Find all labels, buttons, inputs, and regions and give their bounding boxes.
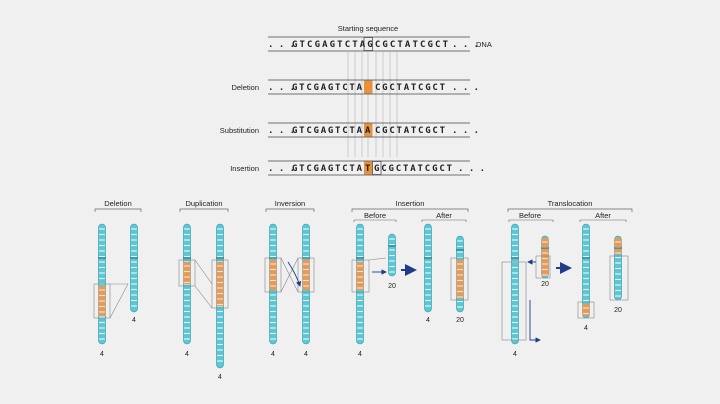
panel-title-duplication: Duplication [185,199,222,208]
insertion-after-label: After [436,211,452,220]
translocation-before-num-20: 20 [541,281,549,288]
chromosome-translocation-before-20 [541,235,549,279]
start-seq: GTCGAGTCTAGCGCTATCGCT [292,40,449,50]
deletion-seq-left: GTCGAGTCTA [292,83,363,93]
insertion-base: T [365,164,371,174]
panel-titles: Deletion Duplication Inversion Insertion… [94,199,633,222]
start-seq-suffix: . . . [452,40,479,50]
chromosome-insertion-before-4 [356,223,364,345]
arrows [287,259,572,343]
row-label-deletion: Deletion [231,83,259,92]
highlighted-segment [614,238,622,254]
chromosome-insertion-before-20 [388,233,396,277]
insertion-prefix: . . . [268,164,295,174]
chromosome-translocation-after-20 [614,235,622,301]
chromosome-insertion-after-20 [456,235,464,313]
deletion-prefix: . . . [268,83,295,93]
sequence-section: Starting sequence . . . GTCGAGTCTAGCGCTA… [220,24,492,176]
chromosome-duplication-left [183,223,191,345]
translocation-arrow-out [529,300,541,343]
insertion-before-num-20: 20 [388,283,396,290]
translocation-after-num-4: 4 [584,325,588,332]
highlighted-segment [356,262,364,290]
chromosome-inversion-left [269,223,277,345]
highlight-box [363,37,373,51]
translocation-before-num-4: 4 [513,351,517,358]
chromosome-translocation-before-4 [511,223,519,345]
duplication-left-num: 4 [185,351,189,358]
insertion-before-label: Before [364,211,386,220]
translocation-after-num-20: 20 [614,307,622,314]
substitution-prefix: . . . [268,126,295,136]
highlighted-segment [183,262,191,284]
insertion-suffix: . . . [458,164,485,174]
substitution-suffix: . . . [452,126,479,136]
translocation-before-label: Before [519,211,541,220]
insertion-seq-left: GTCGAGTCTA [292,164,363,174]
alignment-guides [347,51,398,157]
deletion-right-num: 4 [132,317,136,324]
chromosome-deletion-right [130,223,138,313]
chromosome-duplication-right [216,223,224,369]
row-label-substitution: Substitution [220,126,259,135]
starting-sequence-title: Starting sequence [338,24,398,33]
insertion-seq-right: GCGCTATCGCT [374,164,453,174]
translocation-after-label: After [595,211,611,220]
insertion-before-num-4: 4 [358,351,362,358]
deletion-seq-right: CGCTATCGCT [375,83,446,93]
deletion-left-num: 4 [100,351,104,358]
chromosome-insertion-after-4 [424,223,432,313]
highlighted-segment [582,304,590,316]
dna-label: DNA [476,40,492,49]
chromosome-translocation-after-4 [582,223,590,319]
inversion-left-num: 4 [271,351,275,358]
insertion-after-num-4: 4 [426,317,430,324]
start-seq-prefix: . . . [268,40,295,50]
substitution-seq-right: CGCTATCGCT [375,126,446,136]
substitution-seq-left: GTCGAGTCTA [292,126,363,136]
insertion-after-num-20: 20 [456,317,464,324]
panel-title-deletion: Deletion [104,199,132,208]
highlighted-segment [456,260,464,298]
inversion-arrow [287,261,302,287]
panel-title-translocation: Translocation [548,199,593,208]
duplication-right-num: 4 [218,374,222,381]
highlighted-segment [216,262,224,306]
deletion-gap [364,80,373,94]
deletion-suffix: . . . [452,83,479,93]
row-label-insertion: Insertion [230,164,259,173]
inversion-right-num: 4 [304,351,308,358]
chromosomes [98,223,622,369]
panel-title-inversion: Inversion [275,199,305,208]
chromosome-inversion-right [302,223,310,345]
panel-title-insertion: Insertion [396,199,425,208]
chromosome-numbers: 4 4 4 4 4 4 4 20 4 20 4 20 4 20 [100,281,622,381]
highlighted-segment [541,238,549,276]
substitution-highlight [364,123,373,137]
substitution-base: A [365,126,371,136]
insertion-highlight [364,161,373,175]
connectors [93,255,629,341]
